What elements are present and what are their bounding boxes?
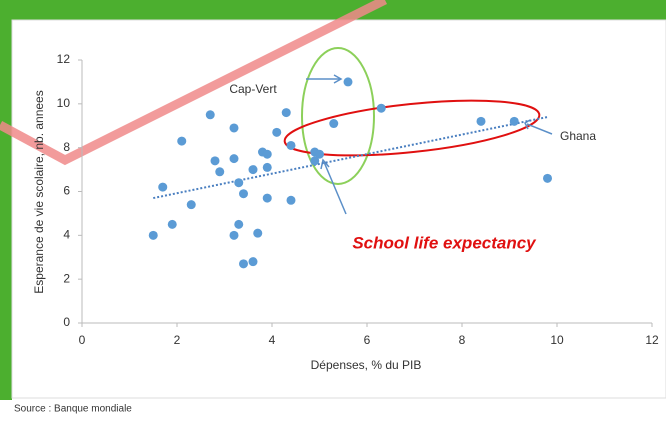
point <box>186 200 196 210</box>
annotation: Ghana <box>560 129 596 143</box>
frame-left <box>0 0 12 400</box>
point <box>210 156 220 166</box>
annotation: School life expectancy <box>352 233 537 252</box>
point <box>229 230 239 240</box>
point <box>262 149 272 159</box>
y-tick-label: 8 <box>63 140 70 154</box>
y-tick-label: 4 <box>63 228 70 242</box>
highlight-ellipse <box>301 47 375 185</box>
point <box>205 110 215 120</box>
point <box>286 140 296 150</box>
x-tick-label: 2 <box>174 333 181 347</box>
source: Source : Banque mondiale <box>14 404 132 415</box>
point <box>343 77 353 87</box>
point <box>229 154 239 164</box>
point <box>272 127 282 137</box>
x-tick-label: 0 <box>79 333 86 347</box>
x-tick-label: 10 <box>550 333 564 347</box>
point <box>229 123 239 133</box>
point <box>543 173 552 183</box>
decor-line <box>0 0 388 166</box>
point <box>476 116 486 126</box>
point <box>286 195 296 205</box>
y-axis-label: Esperance de vie scolaire, nb. annees <box>32 90 46 293</box>
point <box>239 259 248 269</box>
point <box>509 116 519 126</box>
x-axis-label: Dépenses, % du PIB <box>311 358 422 372</box>
panel <box>11 19 666 399</box>
annotation: Cap-Vert <box>229 82 277 96</box>
point <box>248 165 258 175</box>
point <box>262 162 272 172</box>
x-tick-label: 4 <box>269 333 276 347</box>
x-tick-label: 8 <box>459 333 466 347</box>
point <box>376 103 386 113</box>
point <box>310 156 320 166</box>
y-tick-label: 10 <box>57 96 71 110</box>
point <box>148 230 158 240</box>
point <box>234 219 244 229</box>
point <box>234 178 244 188</box>
point <box>329 119 339 129</box>
arrows <box>306 74 553 215</box>
point <box>158 182 168 192</box>
point <box>167 219 177 229</box>
point <box>262 193 272 203</box>
trendline <box>153 116 548 200</box>
x-tick-label: 12 <box>645 333 659 347</box>
point <box>239 189 248 199</box>
point <box>315 149 324 159</box>
frame-top <box>0 0 666 20</box>
y-tick-label: 0 <box>63 315 70 329</box>
point <box>281 108 291 118</box>
point <box>215 167 225 177</box>
point <box>248 257 258 267</box>
point <box>177 136 187 146</box>
y-tick-label: 2 <box>63 271 70 285</box>
y-tick-label: 12 <box>57 52 71 66</box>
point <box>253 228 263 238</box>
highlight-ellipse <box>283 99 541 157</box>
x-tick-label: 6 <box>364 333 371 347</box>
y-tick-label: 6 <box>63 184 70 198</box>
